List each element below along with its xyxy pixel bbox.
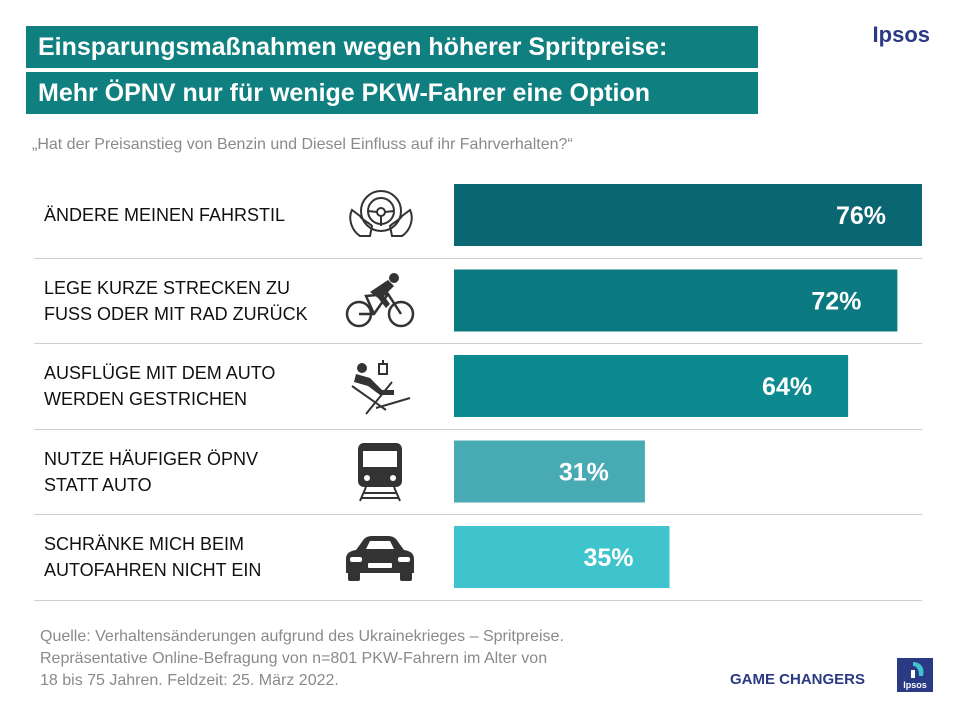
car-icon bbox=[346, 536, 414, 581]
bar-4 bbox=[454, 440, 645, 503]
category-label-line: STATT AUTO bbox=[44, 474, 152, 495]
row-divider bbox=[34, 514, 922, 515]
source-note: Quelle: Verhaltensänderungen aufgrund de… bbox=[40, 626, 564, 692]
source-line: Repräsentative Online-Befragung von n=80… bbox=[40, 650, 548, 667]
category-label-line: WERDEN GESTRICHEN bbox=[44, 389, 248, 409]
category-label: AUSFLÜGE MIT DEM AUTO WERDEN GESTRICHEN bbox=[44, 360, 275, 412]
deckchair-icon bbox=[351, 360, 411, 415]
bar-3 bbox=[454, 355, 849, 417]
source-line: 18 bis 75 Jahren. Feldzeit: 25. März 202… bbox=[40, 672, 339, 689]
category-label-line: FUSS ODER MIT RAD ZURÜCK bbox=[44, 303, 308, 324]
category-label: SCHRÄNKE MICH BEIM AUTOFAHREN NICHT EIN bbox=[44, 531, 261, 583]
bar-value-label: 76% bbox=[836, 202, 886, 230]
category-label-line: AUTOFAHREN NICHT EIN bbox=[44, 560, 262, 580]
row-divider bbox=[34, 257, 922, 259]
bar-5 bbox=[454, 526, 670, 588]
cyclist-icon bbox=[345, 273, 415, 328]
brand-logo-text: Ipsos bbox=[872, 22, 930, 47]
category-label-line: LEGE KURZE STRECKEN ZU bbox=[44, 277, 291, 298]
tagline: GAME CHANGERS bbox=[730, 671, 866, 688]
source-line: Quelle: Verhaltensänderungen aufgrund de… bbox=[40, 628, 564, 645]
survey-question: „Hat der Preisanstieg von Benzin und Die… bbox=[32, 136, 573, 153]
row-divider bbox=[34, 343, 922, 344]
bar-value-label: 64% bbox=[762, 373, 812, 401]
title-line-2: Mehr ÖPNV nur für wenige PKW-Fahrer eine… bbox=[26, 72, 758, 114]
category-label-line: ÄNDERE MEINEN FAHRSTIL bbox=[44, 205, 286, 225]
category-label: ÄNDERE MEINEN FAHRSTIL bbox=[44, 202, 285, 228]
bar-2 bbox=[454, 269, 898, 332]
bar-1 bbox=[454, 184, 922, 246]
bar-value-label: 35% bbox=[583, 544, 633, 572]
bar-value-label: 31% bbox=[559, 459, 609, 487]
category-label: LEGE KURZE STRECKEN ZU FUSS ODER MIT RAD … bbox=[44, 275, 308, 327]
category-label: NUTZE HÄUFIGER ÖPNV STATT AUTO bbox=[44, 446, 258, 498]
category-label-line: AUSFLÜGE MIT DEM AUTO bbox=[44, 363, 276, 383]
title-line-1: Einsparungsmaßnahmen wegen höherer Sprit… bbox=[26, 26, 758, 68]
row-divider bbox=[34, 428, 922, 430]
category-label-line: SCHRÄNKE MICH BEIM bbox=[44, 534, 245, 554]
train-icon bbox=[358, 443, 402, 502]
steering-wheel-icon bbox=[349, 190, 413, 237]
ipsos-logo: Ipsos bbox=[897, 658, 933, 692]
row-divider bbox=[34, 599, 922, 601]
logo-text: Ipsos bbox=[903, 680, 927, 690]
category-label-line: NUTZE HÄUFIGER ÖPNV bbox=[44, 448, 259, 469]
bar-value-label: 72% bbox=[811, 288, 861, 316]
